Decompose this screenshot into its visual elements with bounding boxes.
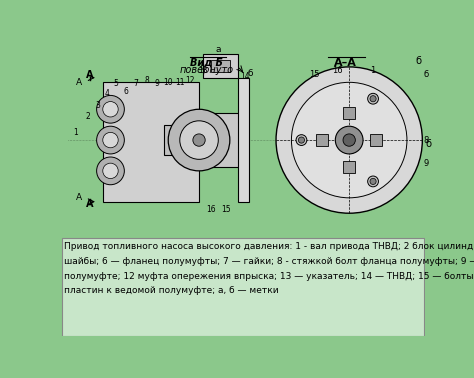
Text: 14: 14 xyxy=(240,72,250,81)
Text: 16: 16 xyxy=(332,66,343,75)
Text: 8: 8 xyxy=(423,136,429,144)
Bar xyxy=(103,82,199,202)
Text: 4: 4 xyxy=(104,89,109,98)
Circle shape xyxy=(370,178,376,184)
Text: 2: 2 xyxy=(85,113,90,121)
Bar xyxy=(370,134,383,146)
Text: А: А xyxy=(76,193,82,202)
Circle shape xyxy=(296,135,307,146)
Circle shape xyxy=(103,132,118,148)
Text: 11: 11 xyxy=(175,78,184,87)
Text: 12: 12 xyxy=(185,76,194,85)
Bar xyxy=(316,134,328,146)
Bar xyxy=(343,161,356,173)
Text: 13: 13 xyxy=(198,66,208,75)
Text: б: б xyxy=(415,56,421,66)
Text: пластин к ведомой полумуфте; а, б — метки: пластин к ведомой полумуфте; а, б — метк… xyxy=(64,287,279,295)
Text: 6: 6 xyxy=(123,87,128,96)
Circle shape xyxy=(368,176,378,187)
Text: A: A xyxy=(86,70,93,80)
Text: Вид Б: Вид Б xyxy=(190,58,223,68)
Text: 5: 5 xyxy=(113,79,118,88)
Text: 15: 15 xyxy=(221,205,231,214)
Text: A: A xyxy=(86,199,93,209)
Text: 9: 9 xyxy=(424,159,429,168)
Text: 9: 9 xyxy=(154,79,159,88)
Text: 3: 3 xyxy=(95,101,100,110)
Circle shape xyxy=(298,137,304,143)
Circle shape xyxy=(103,102,118,117)
Circle shape xyxy=(103,163,118,178)
Circle shape xyxy=(343,134,356,146)
Circle shape xyxy=(168,109,230,171)
Bar xyxy=(210,60,230,72)
Text: б: б xyxy=(426,139,431,149)
Text: Привод топливного насоса высокого давления: 1 - вал привода ТНВД; 2 блок цилиндр: Привод топливного насоса высокого давлен… xyxy=(64,242,474,251)
Bar xyxy=(164,125,210,155)
Text: А–А: А–А xyxy=(334,58,357,68)
Circle shape xyxy=(292,82,407,198)
Circle shape xyxy=(180,121,219,159)
Bar xyxy=(237,79,249,202)
Circle shape xyxy=(370,96,376,102)
Text: 10: 10 xyxy=(164,78,173,87)
Bar xyxy=(203,113,241,167)
Text: шайбы; 6 — фланец полумуфты; 7 — гайки; 8 - стяжкой болт фланца полумуфты; 9 — в: шайбы; 6 — фланец полумуфты; 7 — гайки; … xyxy=(64,257,474,266)
Text: а: а xyxy=(216,45,221,54)
Circle shape xyxy=(193,134,205,146)
Circle shape xyxy=(97,95,124,123)
Text: б: б xyxy=(424,70,429,79)
Circle shape xyxy=(335,126,363,154)
Text: полумуфте; 12 муфта опережения впрыска; 13 — указатель; 14 — ТНВД; 15 — болты кр: полумуфте; 12 муфта опережения впрыска; … xyxy=(64,272,474,281)
Text: А: А xyxy=(76,78,82,87)
Text: 1: 1 xyxy=(370,66,375,75)
Bar xyxy=(62,238,424,336)
Bar xyxy=(343,107,356,119)
Circle shape xyxy=(97,126,124,154)
Text: 15: 15 xyxy=(309,70,320,79)
Circle shape xyxy=(368,93,378,104)
Text: повернуто: повернуто xyxy=(180,65,234,75)
Text: 1: 1 xyxy=(73,128,78,137)
Circle shape xyxy=(97,157,124,185)
Text: 16: 16 xyxy=(206,205,215,214)
Text: 7: 7 xyxy=(134,79,138,88)
Text: 8: 8 xyxy=(144,76,149,85)
Text: б: б xyxy=(247,68,253,77)
Circle shape xyxy=(276,67,422,213)
Bar xyxy=(203,54,237,79)
